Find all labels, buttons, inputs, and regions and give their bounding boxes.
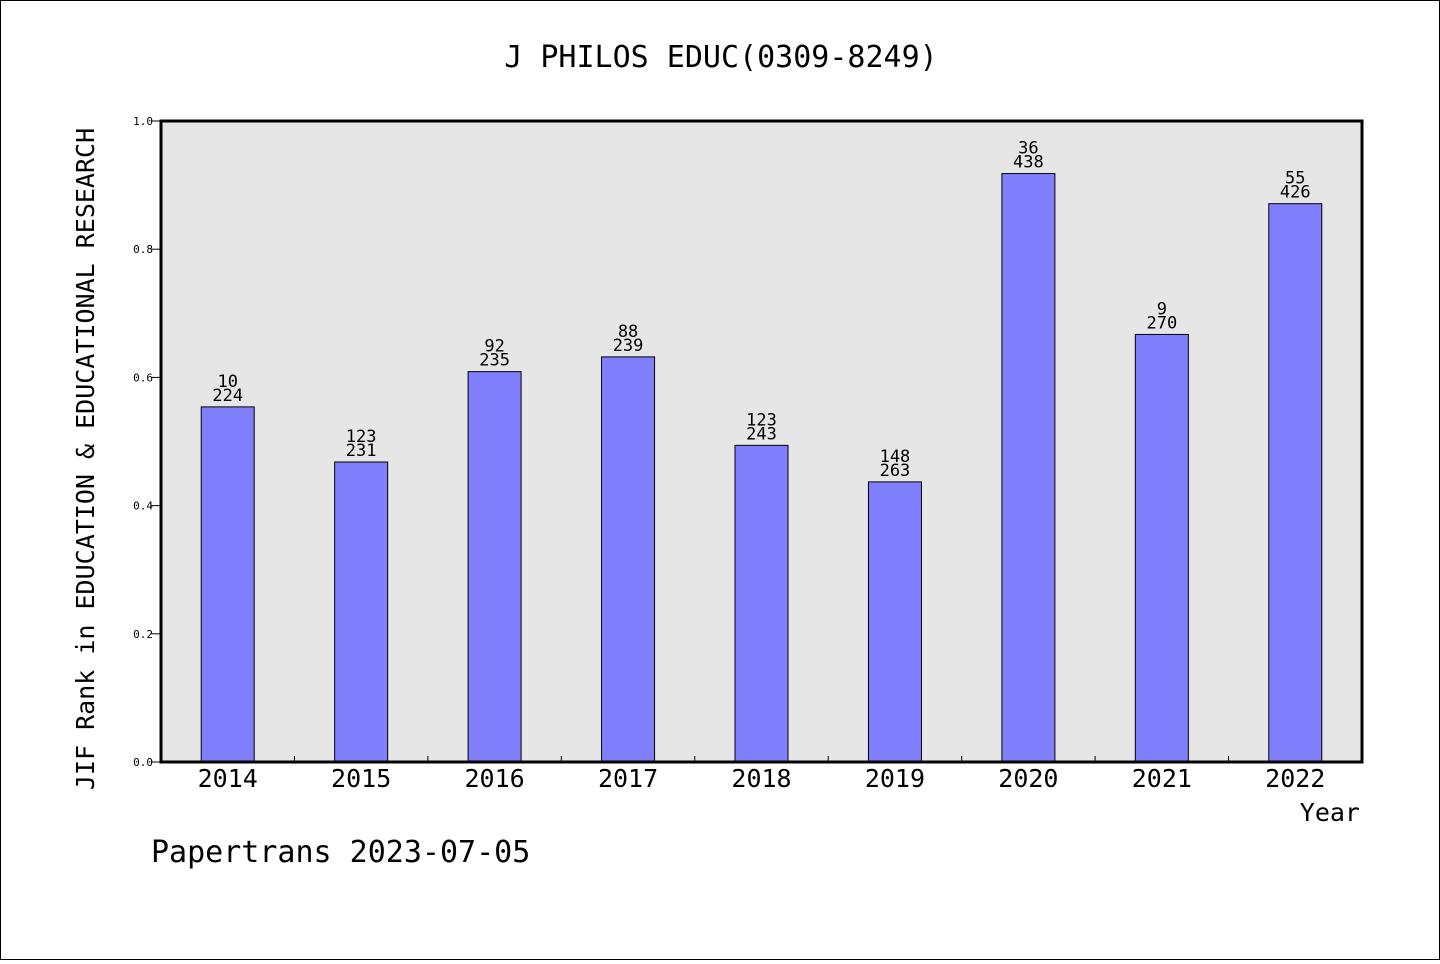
bar-total-label: 426 — [1280, 183, 1311, 203]
chart-title: J PHILOS EDUC(0309-8249) — [504, 40, 937, 75]
x-tick-label: 2018 — [731, 764, 791, 793]
bar-total-label: 224 — [212, 386, 243, 406]
footer-text: Papertrans 2023-07-05 — [151, 835, 531, 870]
bar-rank-label: 55 — [1285, 169, 1305, 189]
bar-total-label: 438 — [1013, 153, 1044, 173]
bar-rank-label: 148 — [880, 447, 911, 467]
bar-rank-label: 92 — [484, 337, 504, 357]
y-tick-label: 0.6 — [133, 371, 153, 384]
x-tick-label: 2021 — [1132, 764, 1192, 793]
bar-rank-label: 9 — [1157, 299, 1167, 319]
bar-rank-label: 36 — [1018, 139, 1038, 159]
bar-rank-label: 123 — [346, 427, 377, 447]
y-axis-label: JIF Rank in EDUCATION & EDUCATIONAL RESE… — [71, 128, 100, 790]
bars: 1022412323192235882391232431482633643892… — [200, 139, 1323, 763]
plot-border — [159, 119, 1364, 764]
x-tick-label: 2014 — [198, 764, 258, 793]
x-tick-label: 2019 — [865, 764, 925, 793]
x-tick-label: 2017 — [598, 764, 658, 793]
x-axis-label: Year — [1300, 798, 1360, 827]
x-tick-label: 2015 — [331, 764, 391, 793]
x-tick-label: 2016 — [465, 764, 525, 793]
bar — [1134, 333, 1189, 763]
x-tick-label: 2020 — [998, 764, 1058, 793]
x-axis-ticks: 2014 2015 2016 2017 2018 2019 2020 2021 2022 — [198, 756, 1325, 793]
bar-total-label: 231 — [346, 441, 377, 461]
bar-rank-label: 10 — [217, 372, 237, 392]
x-tick-label: 2022 — [1265, 764, 1325, 793]
y-axis-ticks: 0.0 0.2 0.4 0.6 0.8 1.0 — [133, 115, 161, 769]
bar — [601, 356, 656, 763]
bar-total-label: 235 — [479, 351, 510, 371]
bar — [734, 444, 789, 763]
y-tick-label: 0.0 — [133, 756, 153, 769]
bar — [1268, 203, 1323, 763]
bar-rank-label: 88 — [618, 322, 638, 342]
y-tick-label: 0.8 — [133, 243, 153, 256]
bar-total-label: 263 — [880, 461, 911, 481]
bar-total-label: 239 — [613, 336, 644, 356]
bar — [200, 406, 255, 763]
bar — [867, 481, 922, 763]
y-tick-label: 1.0 — [133, 115, 153, 128]
bar — [467, 371, 522, 763]
bar — [334, 461, 389, 763]
bar — [1001, 173, 1056, 763]
y-tick-label: 0.4 — [133, 500, 153, 513]
bar-total-label: 243 — [746, 424, 777, 444]
y-tick-label: 0.2 — [133, 628, 153, 641]
bar-total-label: 270 — [1146, 313, 1177, 333]
bar-rank-label: 123 — [746, 410, 777, 430]
